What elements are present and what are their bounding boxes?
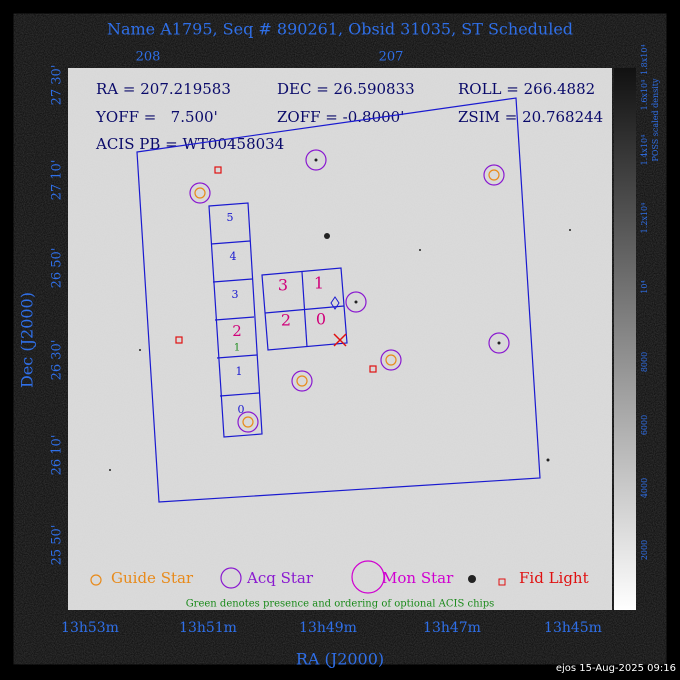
info-text: ROLL = 266.4882: [458, 80, 595, 98]
colorbar-labels: 2000 4000 6000 8000 10⁴ 1.2x10⁴ 1.4x10⁴ …: [640, 44, 660, 560]
top-tick-label: 207: [379, 50, 404, 65]
legend-label: Guide Star: [111, 569, 194, 587]
footer-stamp: ejos 15-Aug-2025 09:16: [556, 663, 676, 674]
acis-i-array: [261, 267, 348, 351]
left-tick-label: 25 50': [50, 525, 65, 566]
left-tick-label: 26 30': [50, 340, 65, 381]
acq-stars: [189, 149, 510, 433]
colorbar-label: 8000: [640, 352, 649, 372]
chip-label: 2: [281, 311, 291, 330]
aimpoint: [330, 296, 340, 310]
colorbar-label: 1.6x10⁴: [640, 80, 649, 111]
legend-label: Fid Light: [519, 569, 589, 587]
top-tick-label: 208: [136, 50, 161, 65]
colorbar-title: POSS scaled density: [651, 78, 660, 162]
chip-label: 2: [232, 322, 242, 340]
axis-title: RA (J2000): [296, 650, 384, 669]
info-text: DEC = 26.590833: [277, 80, 415, 98]
bottom-tick-label: 13h49m: [299, 620, 357, 636]
bottom-tick-label: 13h53m: [61, 620, 119, 636]
acis-s-array: [208, 202, 263, 438]
left-tick-label: 27 10': [50, 160, 65, 201]
stars: [109, 158, 571, 583]
colorbar-label: 2000: [640, 540, 649, 560]
colorbar-label: 6000: [640, 415, 649, 435]
info-text: RA = 207.219583: [96, 80, 231, 98]
field-overlay: [136, 97, 541, 503]
colorbar-label: 1.8x10⁴: [640, 44, 649, 75]
bottom-tick-label: 13h51m: [179, 620, 237, 636]
bottom-tick-label: 13h47m: [423, 620, 481, 636]
left-tick-label: 27 30': [50, 65, 65, 106]
left-tick-label: 26 50': [50, 248, 65, 289]
acis-s-labels: 5 4 3 2 1 0 1: [227, 211, 245, 416]
chip-label: 4: [230, 250, 237, 263]
chip-label: 5: [227, 211, 234, 224]
info-text: ZSIM = 20.768244: [458, 108, 603, 126]
fid-lights: [175, 166, 377, 373]
colorbar-label: 4000: [640, 478, 649, 498]
axis-title: Dec (J2000): [18, 292, 37, 388]
chip-label: 3: [278, 276, 288, 295]
info-text: YOFF = 7.500': [95, 108, 218, 126]
legend-label: Acq Star: [246, 569, 314, 587]
colorbar-label: 10⁴: [640, 280, 649, 293]
chip-label: 0: [316, 310, 326, 329]
chip-label: 3: [232, 288, 239, 301]
field-boundary: [136, 97, 541, 503]
bottom-tick-label: 13h45m: [544, 620, 602, 636]
legend-label: Mon Star: [382, 569, 454, 587]
chip-label: 1: [236, 365, 243, 378]
colorbar-label: 1.4x10⁴: [640, 135, 649, 166]
left-tick-label: 26 10': [50, 435, 65, 476]
optional-chip-label: 1: [234, 343, 240, 354]
bottom-axis: 13h53m 13h51m 13h49m 13h47m 13h45m RA (J…: [61, 620, 602, 669]
acis-i-labels: 3 1 2 0: [278, 274, 326, 330]
info-block: RA = 207.219583 DEC = 26.590833 ROLL = 2…: [95, 80, 603, 153]
title: Name A1795, Seq # 890261, Obsid 31035, S…: [107, 20, 573, 39]
info-text: ZOFF = -0.8000': [277, 108, 404, 126]
legend-note: Green denotes presence and ordering of o…: [186, 599, 495, 610]
legend: Guide Star Acq Star Mon Star Fid Light G…: [90, 560, 589, 610]
left-axis: 27 30' 27 10' 26 50' 26 30' 26 10' 25 50…: [18, 65, 65, 566]
chip-label: 0: [238, 403, 245, 416]
chip-label: 1: [314, 274, 324, 293]
guide-stars: [194, 169, 500, 428]
colorbar: [614, 68, 636, 610]
colorbar-label: 1.2x10⁴: [640, 203, 649, 234]
